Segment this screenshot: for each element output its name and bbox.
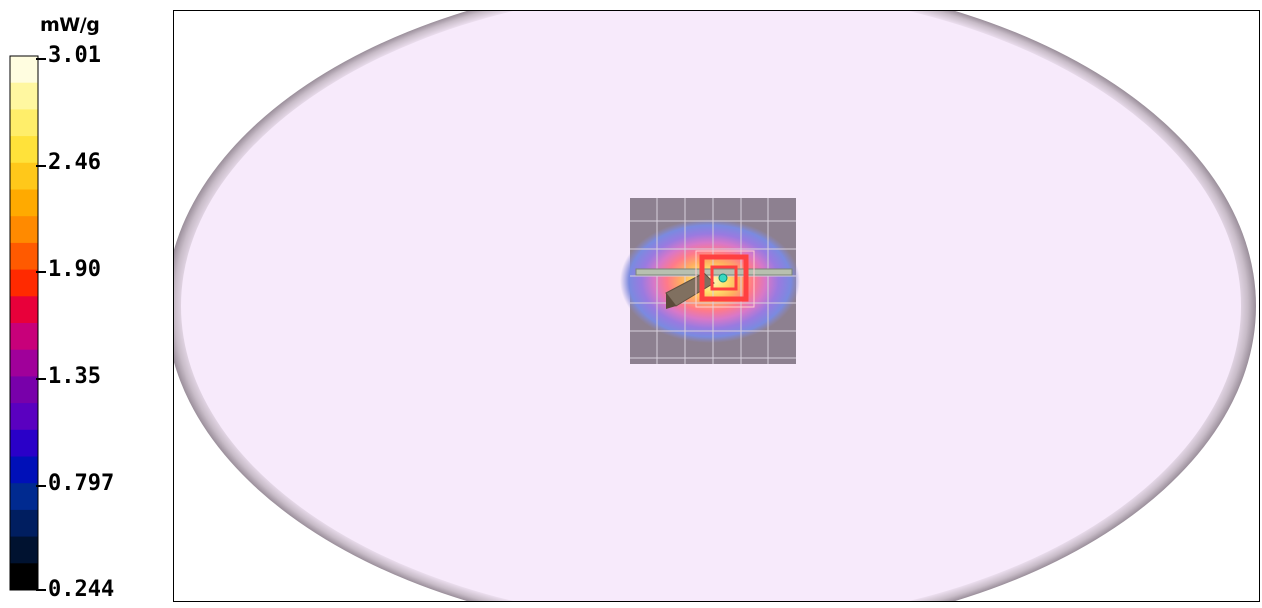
colorbar-band — [10, 56, 38, 84]
colorbar-tick-3: 1.90 — [48, 257, 101, 282]
colorbar-band — [10, 563, 38, 591]
colorbar-band — [10, 162, 38, 190]
colorbar-band — [10, 189, 38, 217]
colorbar-band — [10, 216, 38, 244]
colorbar-band — [10, 509, 38, 538]
colorbar-tick-max: 3.01 — [48, 43, 101, 68]
colorbar-tick-min: 0.244 — [48, 577, 115, 602]
colorbar-band — [10, 296, 38, 324]
phantom-scene — [174, 11, 1256, 601]
colorbar-band — [10, 323, 38, 351]
colorbar-band — [10, 82, 38, 110]
colorbar-legend: mW/g 3.01 2.46 1.90 1.35 0.797 0.244 — [0, 0, 165, 608]
peak-location-marker — [718, 273, 728, 283]
colorbar-unit-label: mW/g — [40, 14, 100, 36]
colorbar-band — [10, 429, 38, 457]
colorbar-band — [10, 483, 38, 511]
colorbar-band — [10, 403, 38, 431]
colorbar-band — [10, 109, 38, 137]
colorbar-tick-5: 0.797 — [48, 471, 115, 496]
colorbar-gradient — [9, 55, 46, 591]
colorbar-band — [10, 242, 38, 271]
colorbar-band — [10, 269, 38, 297]
sar-3d-view[interactable] — [173, 10, 1260, 602]
colorbar-band — [10, 349, 38, 377]
colorbar-band — [10, 536, 38, 564]
colorbar-band — [10, 136, 38, 164]
colorbar-band — [10, 376, 38, 404]
zoom-scan-marker — [695, 250, 755, 308]
colorbar-tick-2: 2.46 — [48, 150, 101, 175]
colorbar-frame — [9, 55, 39, 591]
colorbar-tick-4: 1.35 — [48, 364, 101, 389]
colorbar-band — [10, 456, 38, 484]
